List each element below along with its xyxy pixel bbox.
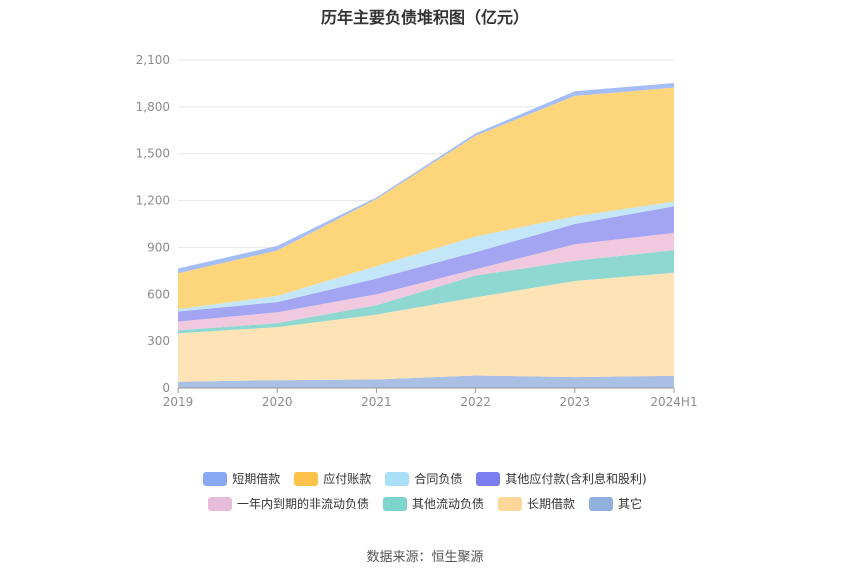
y-tick-label: 0 — [162, 381, 170, 395]
legend-swatch — [207, 496, 232, 511]
y-tick-label: 300 — [147, 334, 170, 348]
y-tick-label: 600 — [147, 287, 170, 301]
legend-item[interactable]: 其他流动负债 — [382, 495, 484, 512]
legend-swatch — [203, 471, 228, 486]
legend-label: 其他流动负债 — [411, 497, 484, 511]
legend-row: 短期借款 应付账款 合同负债 其他应付款(含利息和股利) — [203, 470, 647, 487]
y-tick-label: 1,800 — [136, 100, 170, 114]
legend-swatch — [498, 496, 522, 511]
legend-label: 一年内到期的非流动负债 — [236, 497, 369, 511]
legend-item[interactable]: 合同负债 — [385, 470, 462, 487]
x-tick-label: 2024H1 — [650, 395, 697, 409]
legend-swatch — [294, 471, 319, 486]
y-tick-label: 900 — [147, 240, 170, 254]
x-tick-label: 2021 — [361, 395, 392, 409]
y-tick-label: 1,200 — [136, 194, 170, 208]
chart-title: 历年主要负债堆积图（亿元） — [320, 8, 529, 27]
area-series — [178, 232, 674, 331]
legend-label: 合同负债 — [414, 472, 463, 486]
legend-item[interactable]: 其他应付款(含利息和股利) — [476, 470, 647, 487]
area-series — [178, 87, 674, 310]
legend-label: 短期借款 — [232, 472, 281, 486]
legend-label: 其他应付款(含利息和股利) — [505, 472, 647, 486]
x-tick-label: 2022 — [460, 395, 491, 409]
chart-legend: 短期借款 应付账款 合同负债 其他应付款(含利息和股利) 一年内到期的非流动负债 其他流动… — [0, 470, 850, 512]
area-series — [178, 375, 674, 388]
legend-swatch — [382, 496, 407, 511]
legend-swatch — [476, 471, 501, 486]
area-series — [178, 272, 674, 382]
legend-row: 一年内到期的非流动负债 其他流动负债 长期借款 其它 — [207, 495, 642, 512]
area-series — [178, 201, 674, 312]
data-source-note: 数据来源：恒生聚源 — [366, 550, 484, 565]
legend-item[interactable]: 一年内到期的非流动负债 — [207, 495, 369, 512]
legend-label: 应付账款 — [323, 472, 372, 486]
x-tick-label: 2020 — [262, 395, 293, 409]
legend-item[interactable]: 其它 — [589, 495, 642, 512]
chart-plot: 0 300 600 900 1,200 1,500 1,800 2,100 2019 2020 20… — [136, 53, 698, 409]
area-series — [178, 206, 674, 322]
legend-label: 其它 — [618, 497, 643, 511]
legend-item[interactable]: 长期借款 — [498, 495, 575, 512]
legend-item[interactable]: 应付账款 — [294, 470, 371, 487]
legend-swatch — [385, 471, 410, 486]
legend-item[interactable]: 短期借款 — [203, 470, 280, 487]
y-tick-label: 1,500 — [136, 147, 170, 161]
area-series — [178, 250, 674, 334]
x-tick-label: 2023 — [560, 395, 591, 409]
y-tick-label: 2,100 — [136, 53, 170, 67]
legend-swatch — [589, 496, 614, 511]
x-tick-label: 2019 — [163, 395, 194, 409]
legend-label: 长期借款 — [527, 497, 576, 511]
